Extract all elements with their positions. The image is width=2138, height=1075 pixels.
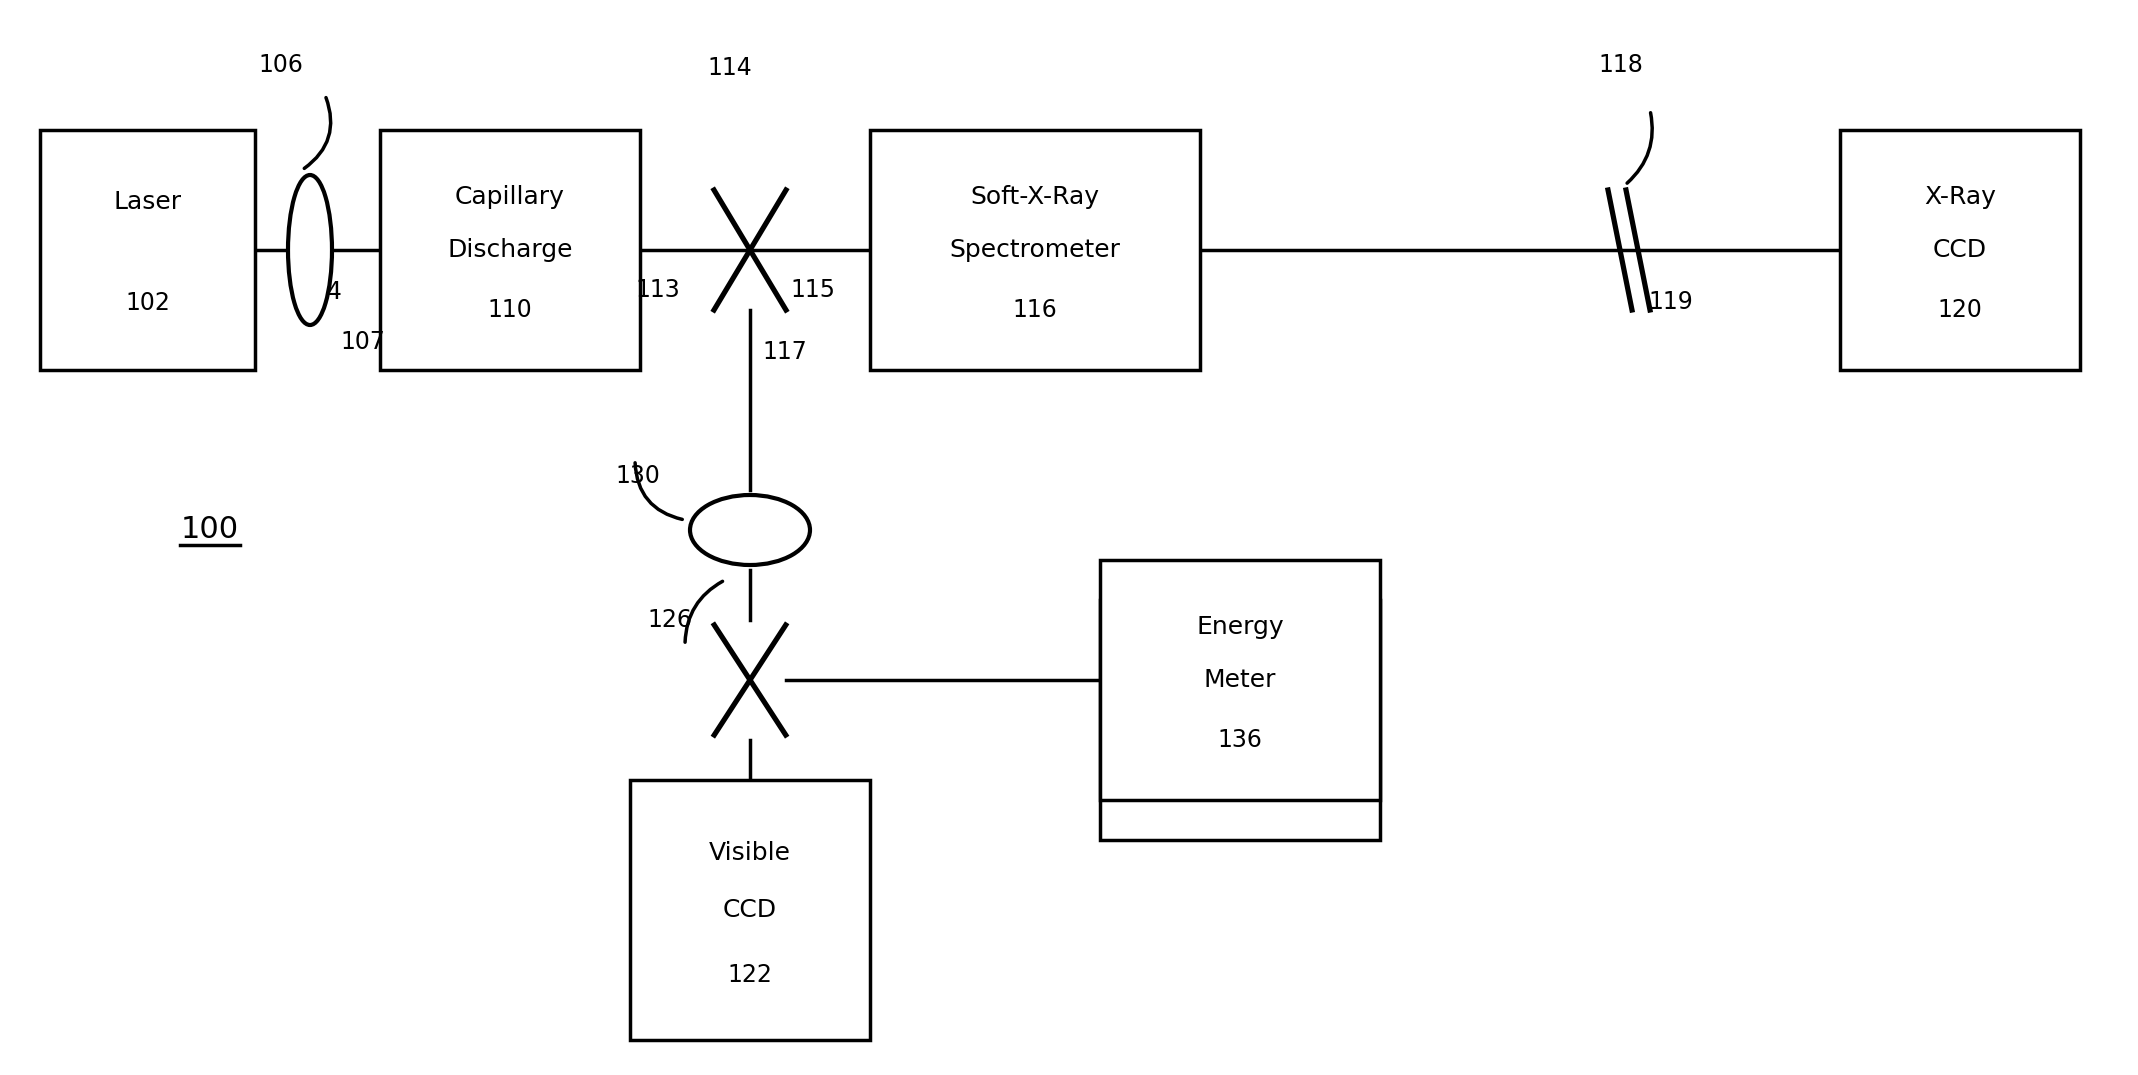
Text: 115: 115 — [791, 278, 836, 302]
Text: 126: 126 — [648, 608, 693, 632]
Text: Meter: Meter — [1204, 668, 1276, 692]
Bar — [1099, 560, 1379, 800]
Bar — [870, 130, 1199, 370]
Text: 100: 100 — [182, 516, 239, 545]
Text: Spectrometer: Spectrometer — [949, 238, 1120, 262]
Text: 110: 110 — [487, 298, 532, 322]
Ellipse shape — [691, 494, 810, 565]
Text: 104: 104 — [297, 280, 342, 304]
Text: 119: 119 — [1648, 290, 1693, 314]
Text: 136: 136 — [1217, 728, 1261, 752]
Text: 120: 120 — [1937, 298, 1982, 322]
Text: X-Ray: X-Ray — [1924, 185, 1997, 210]
Text: Energy: Energy — [1195, 615, 1283, 640]
Text: Laser: Laser — [113, 190, 182, 214]
Text: 114: 114 — [708, 56, 753, 80]
Text: 113: 113 — [635, 278, 680, 302]
Text: 117: 117 — [761, 340, 806, 364]
Bar — [381, 130, 639, 370]
Text: 102: 102 — [124, 291, 169, 315]
Text: 106: 106 — [259, 53, 304, 77]
Text: Discharge: Discharge — [447, 238, 573, 262]
Text: CCD: CCD — [723, 898, 776, 922]
Bar — [631, 780, 870, 1040]
Text: Capillary: Capillary — [455, 185, 564, 210]
Text: Meter: Meter — [1204, 708, 1276, 732]
Text: 118: 118 — [1597, 53, 1642, 77]
Bar — [1841, 130, 2080, 370]
Text: 136: 136 — [1217, 768, 1261, 792]
Text: 107: 107 — [340, 330, 385, 354]
Bar — [1099, 600, 1379, 840]
Text: Soft-X-Ray: Soft-X-Ray — [971, 185, 1099, 210]
Text: Energy: Energy — [1195, 655, 1283, 679]
Text: CCD: CCD — [1933, 238, 1986, 262]
Text: 130: 130 — [616, 464, 661, 488]
Bar — [41, 130, 254, 370]
Ellipse shape — [289, 175, 331, 325]
Text: 122: 122 — [727, 963, 772, 987]
Text: 116: 116 — [1013, 298, 1058, 322]
Text: Visible: Visible — [710, 841, 791, 864]
